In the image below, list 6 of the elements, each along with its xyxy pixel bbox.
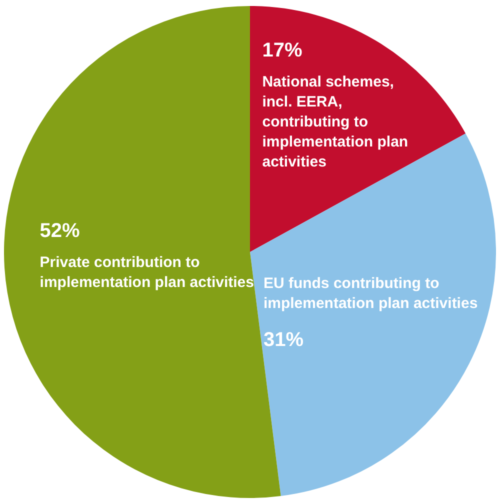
- data-label: 52%: [40, 220, 80, 242]
- slice-label: Private contribution to implementation plan activities: [40, 254, 254, 292]
- data-label: 31%: [263, 328, 304, 351]
- slice-label: EU funds contributing to implementation plan activities: [263, 275, 478, 312]
- slice-label: National schemes, incl. EERA, contributing to implementation plan activities: [262, 74, 408, 171]
- data-label: 17%: [262, 40, 302, 62]
